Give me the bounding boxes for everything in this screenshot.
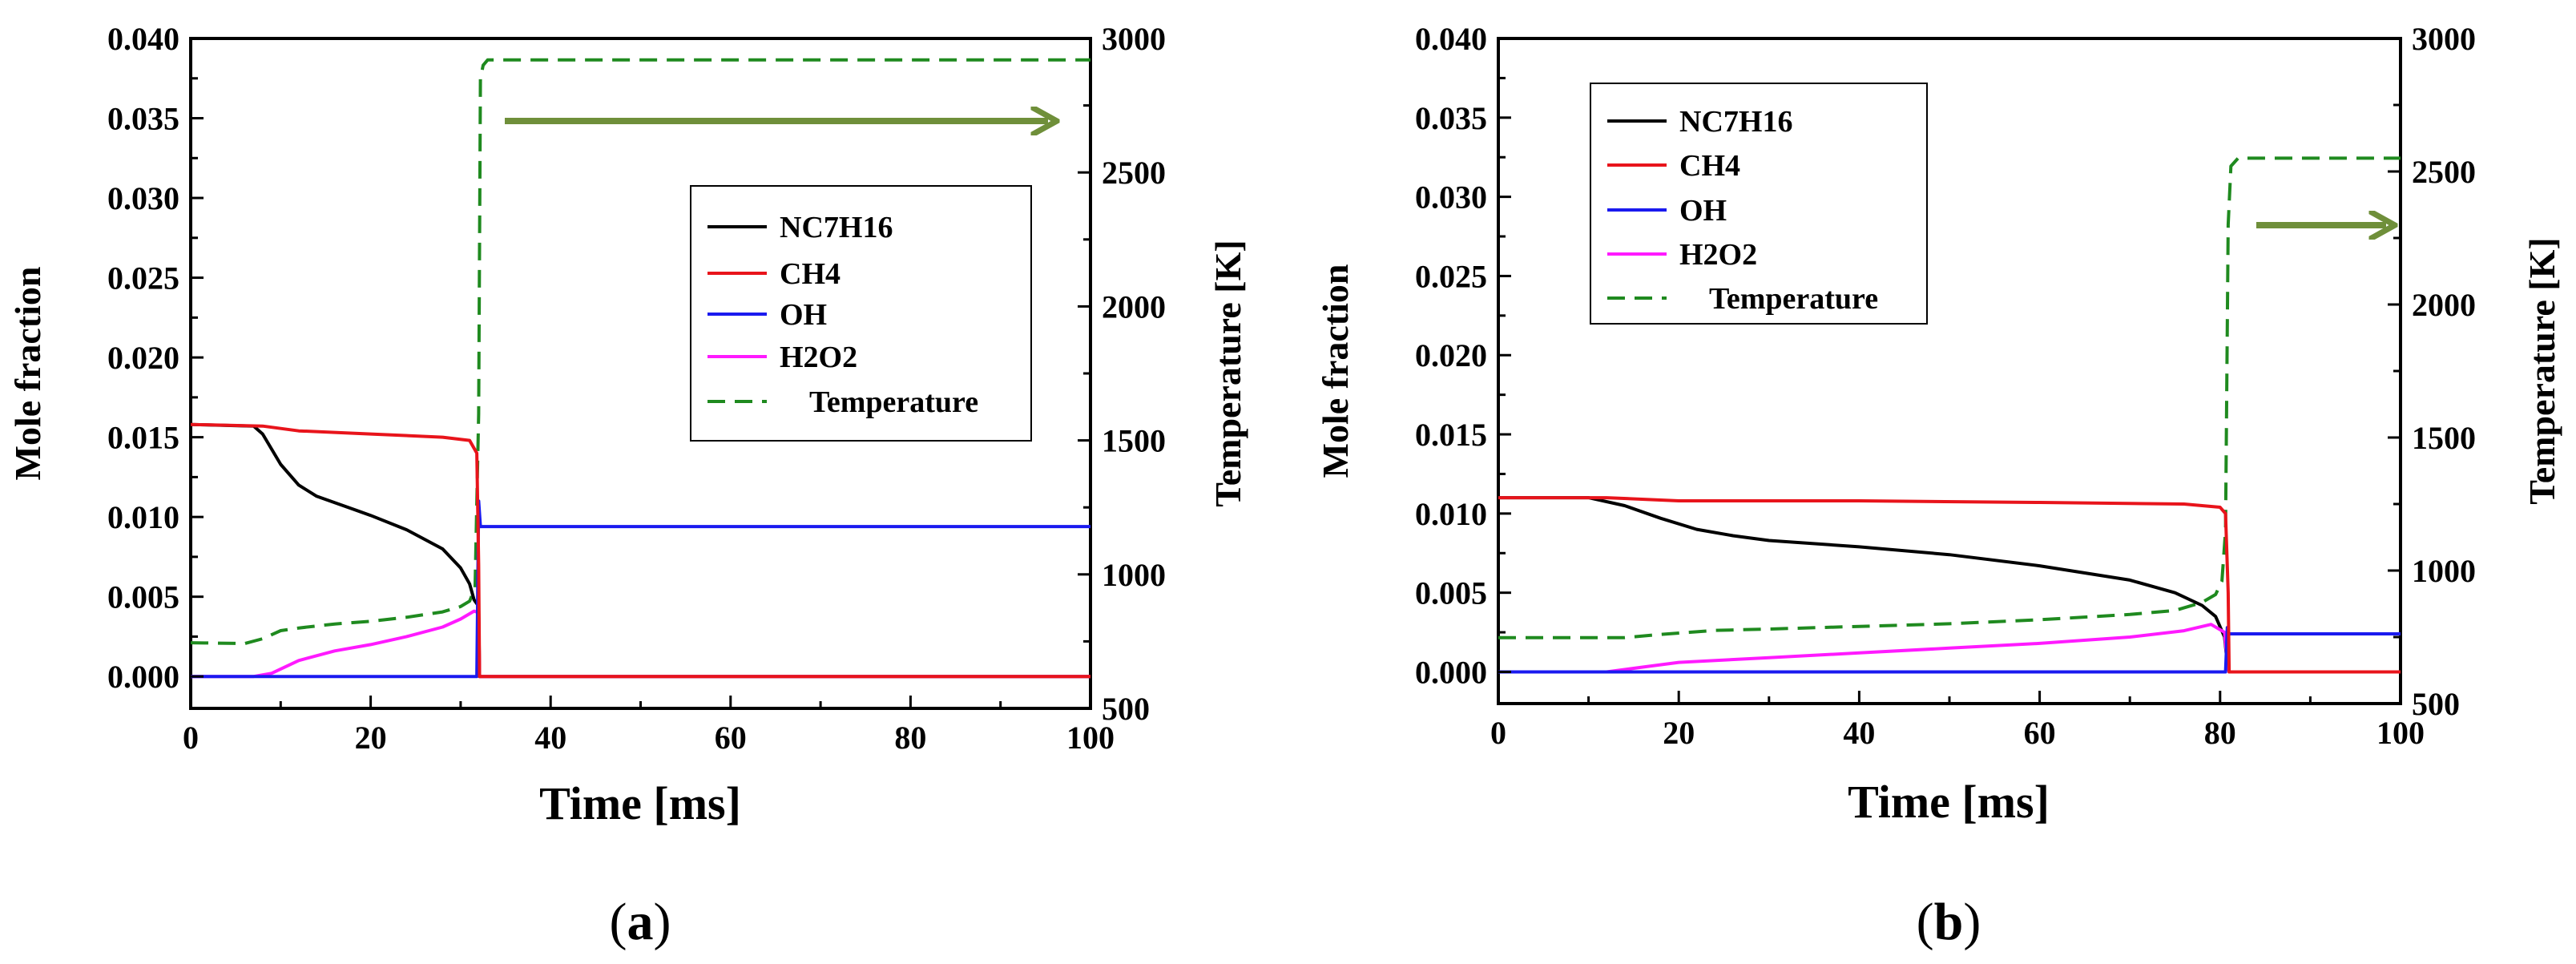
legend-label-ch4-b: CH4: [1679, 149, 1740, 183]
y2-tick-label: 1500: [2412, 420, 2476, 456]
y2-tick-label: 2500: [1102, 155, 1166, 191]
x-tick-label: 60: [715, 720, 747, 756]
panel-label-letter-b: b: [1934, 893, 1964, 951]
y2-tick-label: 500: [1102, 691, 1150, 727]
y-tick-label: 0.005: [107, 579, 179, 615]
y-tick-label: 0.030: [107, 180, 179, 216]
series-line-temperature: [190, 58, 1090, 646]
series-line-temperature: [1498, 156, 2401, 639]
y-tick-label: 0.020: [107, 340, 179, 376]
legend-label-oh-a: OH: [780, 298, 827, 332]
legend-label-nc7h16-a: NC7H16: [780, 211, 893, 244]
series-layer-b: [1498, 156, 2401, 674]
y-tick-label: 0.015: [1415, 417, 1487, 453]
y-tick-label: 0.030: [1415, 179, 1487, 216]
legend-label-temperature-b: Temperature: [1709, 282, 1878, 316]
legend-label-nc7h16-b: NC7H16: [1679, 105, 1792, 139]
y2-tick-label: 2500: [2412, 154, 2476, 190]
y-tick-label: 0.035: [107, 101, 179, 137]
legend-label-h2o2-b: H2O2: [1679, 238, 1757, 272]
y-tick-label: 0.035: [1415, 100, 1487, 136]
series-layer-a: [190, 58, 1090, 679]
y-tick-label: 0.025: [1415, 258, 1487, 294]
x-tick-label: 20: [1663, 715, 1695, 751]
legend-label-oh-b: OH: [1679, 194, 1727, 228]
x-tick-label: 0: [1490, 715, 1506, 751]
panel-label-a: (a): [610, 893, 671, 951]
chart-panel-b: 0 20 40 60 80 100 0.000 0.005 0.010 0.015 0.020 0.0…: [1315, 21, 2562, 951]
legend-label-temperature-a: Temperature: [809, 385, 978, 419]
series-line-ch4: [190, 422, 1090, 679]
ticks-layer-a: 0 20 40 60 80 100 0.000 0.005 0.010 0.015 0.020 0.0…: [107, 21, 1166, 756]
panel-label-b: (b): [1917, 893, 1981, 951]
y2-tick-label: 500: [2412, 686, 2460, 722]
y2-axis-title-a: Temperature [K]: [1207, 240, 1248, 506]
legend-label-h2o2-a: H2O2: [780, 341, 857, 374]
y-tick-label: 0.000: [107, 659, 179, 695]
y-axis-title-b: Mole fraction: [1315, 264, 1356, 478]
panel-label-close-a: ): [654, 893, 671, 951]
y-tick-label: 0.020: [1415, 337, 1487, 373]
y-tick-label: 0.010: [107, 499, 179, 535]
legend-label-ch4-a: CH4: [780, 257, 841, 291]
y2-tick-label: 3000: [1102, 21, 1166, 57]
y2-axis-title-b: Temperature [K]: [2522, 237, 2562, 504]
x-tick-label: 60: [2024, 715, 2056, 751]
chart-panel-a: 0 20 40 60 80 100 0.000 0.005 0.010 0.015 0.020 0.0…: [7, 21, 1248, 951]
ticks-layer-b: 0 20 40 60 80 100 0.000 0.005 0.010 0.015 0.020 0.0…: [1415, 21, 2476, 751]
x-tick-label: 20: [355, 720, 387, 756]
x-tick-label: 100: [1066, 720, 1115, 756]
y2-tick-label: 2000: [2412, 287, 2476, 323]
y2-tick-label: 1000: [1102, 557, 1166, 593]
y-tick-label: 0.025: [107, 260, 179, 296]
y2-tick-label: 3000: [2412, 21, 2476, 57]
panel-label-letter-a: a: [627, 893, 654, 951]
panel-label-open-b: (: [1917, 893, 1934, 951]
legend-b: NC7H16 CH4 OH H2O2 Temperature: [1590, 83, 1928, 325]
y2-tick-label: 1500: [1102, 423, 1166, 459]
y-axis-title-a: Mole fraction: [7, 267, 48, 481]
y-tick-label: 0.040: [1415, 21, 1487, 57]
x-tick-label: 80: [894, 720, 926, 756]
x-tick-label: 0: [183, 720, 199, 756]
panel-label-open-a: (: [610, 893, 627, 951]
x-tick-label: 40: [1843, 715, 1875, 751]
x-axis-title-a: Time [ms]: [539, 777, 741, 829]
y-tick-label: 0.010: [1415, 496, 1487, 532]
x-tick-label: 80: [2204, 715, 2236, 751]
y2-tick-label: 1000: [2412, 553, 2476, 589]
panel-label-close-b: ): [1963, 893, 1981, 951]
y-tick-label: 0.015: [107, 420, 179, 456]
legend-a: NC7H16 CH4 OH H2O2 Temperature: [690, 185, 1032, 442]
y-tick-label: 0.000: [1415, 654, 1487, 690]
y-tick-label: 0.005: [1415, 575, 1487, 611]
x-tick-label: 40: [534, 720, 566, 756]
y2-tick-label: 2000: [1102, 288, 1166, 325]
series-line-ch4: [1498, 496, 2401, 674]
x-axis-title-b: Time [ms]: [1848, 776, 2050, 828]
legend-box-b: [1590, 83, 1928, 325]
x-tick-label: 100: [2376, 715, 2425, 751]
y-tick-label: 0.040: [107, 21, 179, 57]
